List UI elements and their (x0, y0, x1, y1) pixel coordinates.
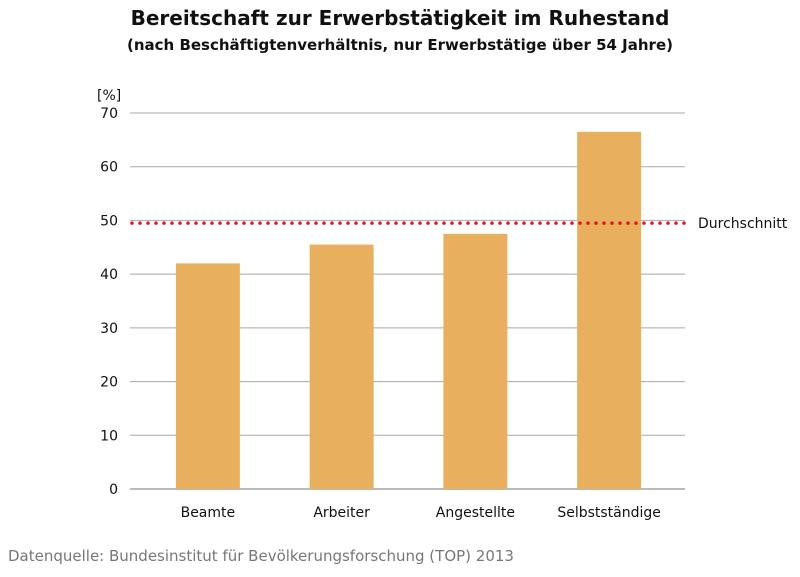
x-axis-labels: Beamte Arbeiter Angestellte Selbstständige (181, 505, 661, 521)
x-tick-label: Arbeiter (313, 505, 370, 521)
reference-line-label: Durchschnitt (698, 216, 788, 232)
y-tick-label: 40 (100, 267, 118, 283)
x-tick-label: Angestellte (436, 505, 515, 521)
y-tick-label: 60 (100, 160, 118, 176)
y-axis-ticks: 0 10 20 30 40 50 60 70 (100, 106, 118, 498)
bar-beamte (175, 263, 240, 489)
y-tick-label: 70 (100, 106, 118, 122)
y-axis-unit-label: [%] (97, 88, 122, 104)
x-tick-label: Beamte (181, 505, 236, 521)
chart-title: Bereitschaft zur Erwerbstätigkeit im Ruh… (130, 6, 670, 30)
bar-selbstständige (577, 131, 642, 490)
data-source-note: Datenquelle: Bundesinstitut für Bevölker… (8, 547, 514, 565)
y-tick-label: 30 (100, 321, 118, 337)
bars (175, 131, 642, 490)
x-tick-label: Selbstständige (557, 505, 661, 521)
y-tick-label: 20 (100, 375, 118, 391)
y-tick-label: 0 (109, 482, 118, 498)
reference-line-group: Durchschnitt (130, 216, 788, 232)
y-tick-label: 50 (100, 213, 118, 229)
bar-arbeiter (309, 244, 374, 489)
chart-subtitle: (nach Beschäftigtenverhältnis, nur Erwer… (127, 36, 673, 54)
bar-angestellte (443, 233, 508, 489)
y-tick-label: 10 (100, 428, 118, 444)
